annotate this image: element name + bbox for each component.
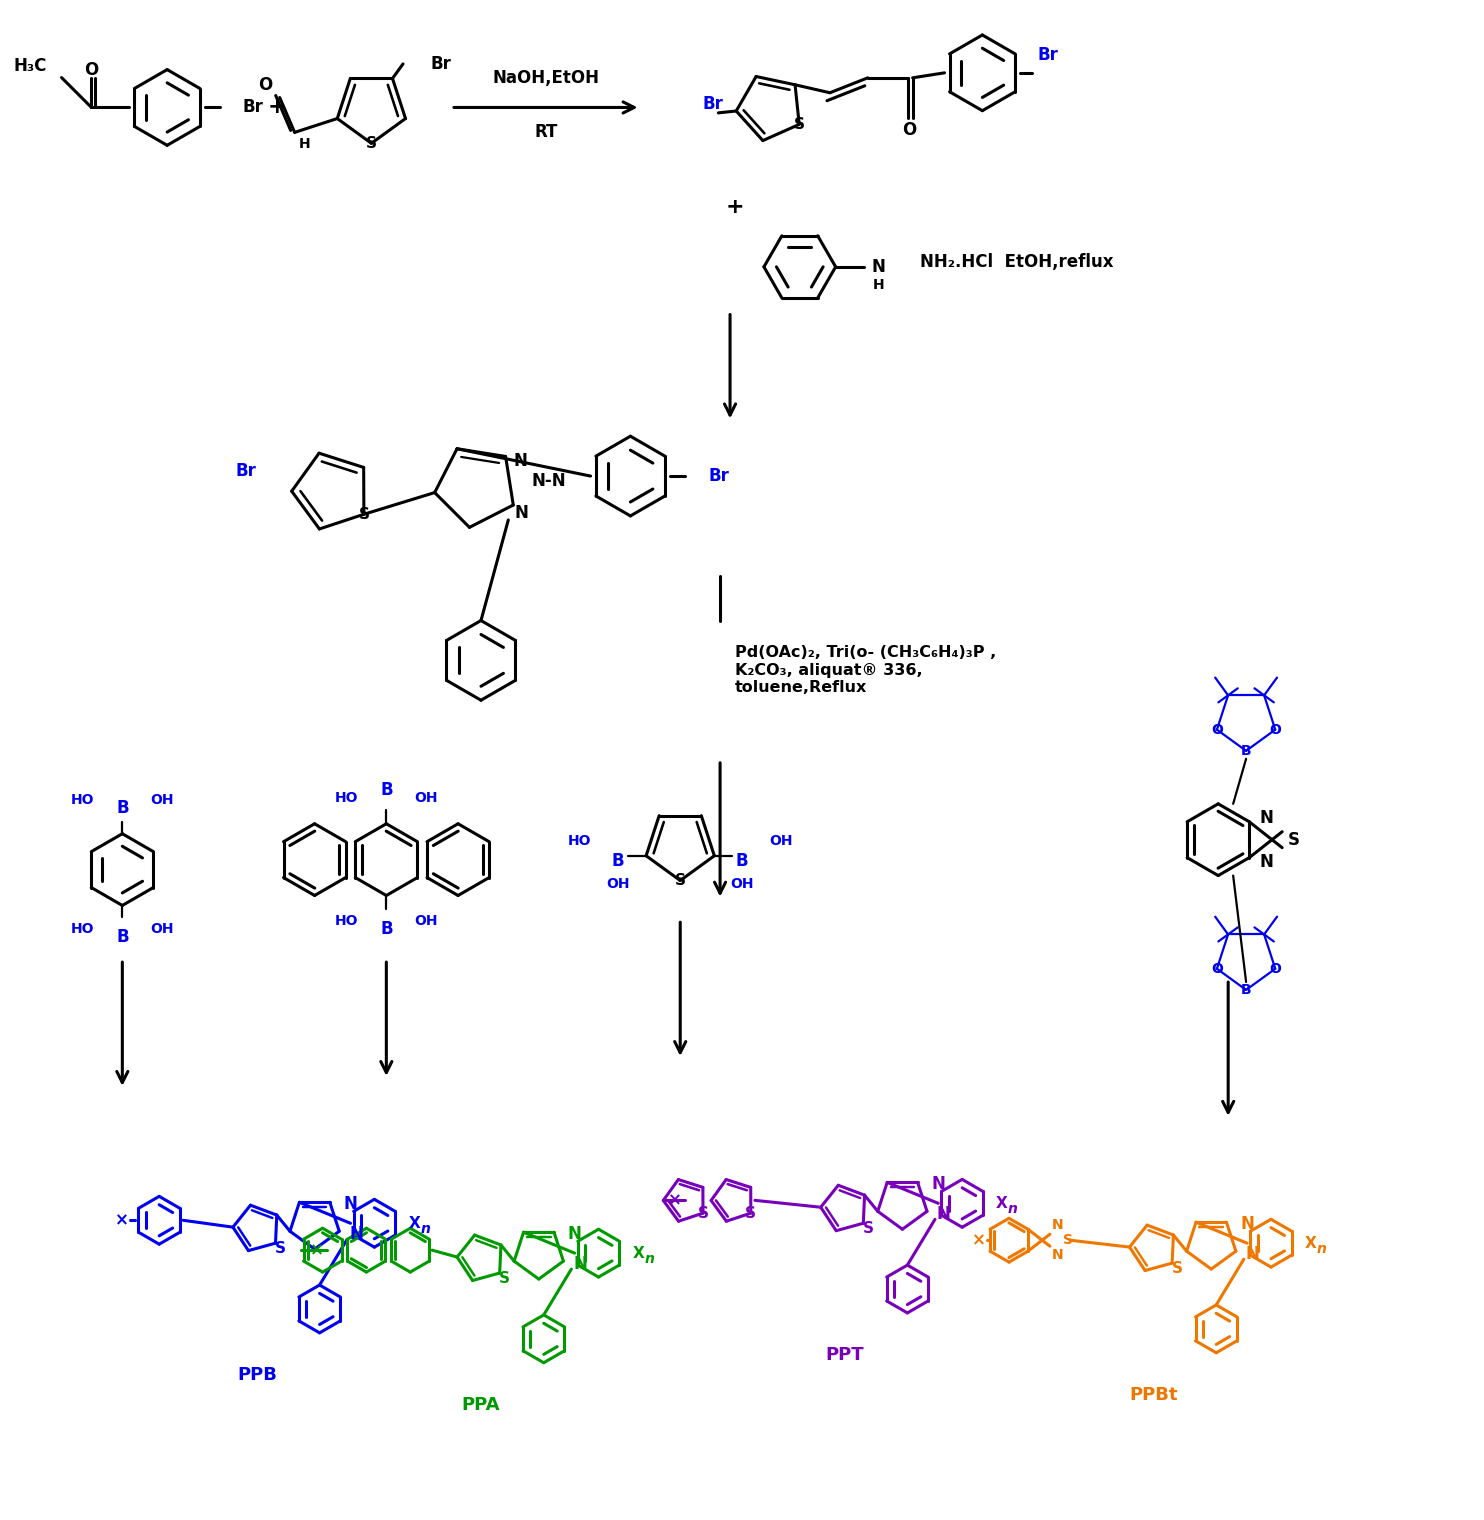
Text: ×: × [668, 1192, 683, 1210]
Text: n: n [1316, 1242, 1327, 1256]
Text: S: S [1172, 1260, 1183, 1275]
Text: S: S [862, 1221, 874, 1236]
Text: O: O [902, 120, 917, 138]
Text: PPA: PPA [462, 1395, 500, 1414]
Text: ×: × [116, 1211, 129, 1230]
Text: H₃C: H₃C [13, 56, 46, 74]
Text: OH: OH [414, 790, 438, 806]
Text: NaOH,EtOH: NaOH,EtOH [493, 68, 600, 87]
Text: B: B [1241, 743, 1251, 758]
Text: +: + [267, 97, 286, 117]
Text: PPBt: PPBt [1129, 1386, 1178, 1403]
Text: Pd(OAc)₂, Tri(o- (CH₃C₆H₄)₃P ,
K₂CO₃, aliquat® 336,
toluene,Reflux: Pd(OAc)₂, Tri(o- (CH₃C₆H₄)₃P , K₂CO₃, al… [735, 646, 996, 695]
Text: N: N [568, 1225, 582, 1243]
Text: +: + [726, 198, 745, 217]
Text: S: S [675, 872, 686, 888]
Text: HO: HO [335, 790, 359, 806]
Text: HO: HO [71, 923, 95, 936]
Text: X: X [1304, 1236, 1316, 1251]
Text: RT: RT [534, 123, 558, 141]
Text: HO: HO [335, 915, 359, 929]
Text: Br: Br [430, 55, 451, 73]
Text: N: N [349, 1225, 364, 1243]
Text: S: S [359, 506, 370, 521]
Text: ×: × [972, 1231, 985, 1249]
Text: X: X [996, 1196, 1008, 1211]
Text: PPB: PPB [237, 1365, 276, 1383]
Text: OH: OH [607, 877, 631, 891]
Text: PPT: PPT [825, 1345, 864, 1363]
Text: H: H [873, 278, 884, 292]
Text: B: B [116, 929, 129, 947]
Text: n: n [420, 1222, 430, 1236]
Text: N: N [932, 1175, 945, 1193]
Text: B: B [736, 851, 748, 869]
Text: N: N [344, 1195, 358, 1213]
Text: Br: Br [236, 462, 257, 480]
Text: NH₂.HCl  EtOH,reflux: NH₂.HCl EtOH,reflux [920, 252, 1114, 271]
Text: X: X [408, 1216, 420, 1231]
Text: S: S [745, 1205, 757, 1221]
Text: B: B [116, 800, 129, 816]
Text: Br: Br [243, 99, 264, 117]
Text: S: S [1063, 1233, 1073, 1248]
Text: HO: HO [71, 793, 95, 807]
Text: N-N: N-N [531, 471, 565, 489]
Text: B: B [380, 781, 393, 800]
Text: n: n [1008, 1202, 1018, 1216]
Text: OH: OH [150, 923, 174, 936]
Text: ×: × [310, 1242, 324, 1259]
Text: B: B [1241, 983, 1251, 997]
Text: N: N [515, 505, 528, 521]
Text: N: N [1052, 1248, 1064, 1262]
Text: Br: Br [703, 94, 724, 112]
Text: S: S [1288, 831, 1300, 848]
Text: Br: Br [708, 467, 729, 485]
Text: N: N [871, 258, 886, 275]
Text: S: S [367, 135, 377, 150]
Text: X: X [632, 1246, 644, 1260]
Text: N: N [1241, 1214, 1254, 1233]
Text: n: n [644, 1252, 654, 1266]
Text: N: N [1247, 1245, 1260, 1263]
Text: O: O [1269, 722, 1281, 737]
Text: OH: OH [150, 793, 174, 807]
Text: B: B [611, 851, 625, 869]
Text: Br: Br [1037, 46, 1058, 64]
Text: O: O [1269, 962, 1281, 976]
Text: OH: OH [769, 834, 792, 848]
Text: N: N [1052, 1218, 1064, 1233]
Text: B: B [380, 921, 393, 938]
Text: O: O [85, 61, 98, 79]
Text: N: N [573, 1256, 588, 1274]
Text: OH: OH [730, 877, 754, 891]
Text: S: S [499, 1271, 510, 1286]
Text: O: O [1211, 962, 1223, 976]
Text: N: N [936, 1205, 951, 1224]
Text: HO: HO [568, 834, 591, 848]
Text: OH: OH [414, 915, 438, 929]
Text: S: S [794, 117, 804, 132]
Text: H: H [298, 137, 310, 152]
Text: N: N [513, 453, 527, 470]
Text: S: S [275, 1240, 286, 1256]
Text: O: O [258, 76, 272, 94]
Text: S: S [697, 1205, 708, 1221]
Text: N: N [1260, 853, 1273, 871]
Text: N: N [1260, 809, 1273, 827]
Text: O: O [1211, 722, 1223, 737]
